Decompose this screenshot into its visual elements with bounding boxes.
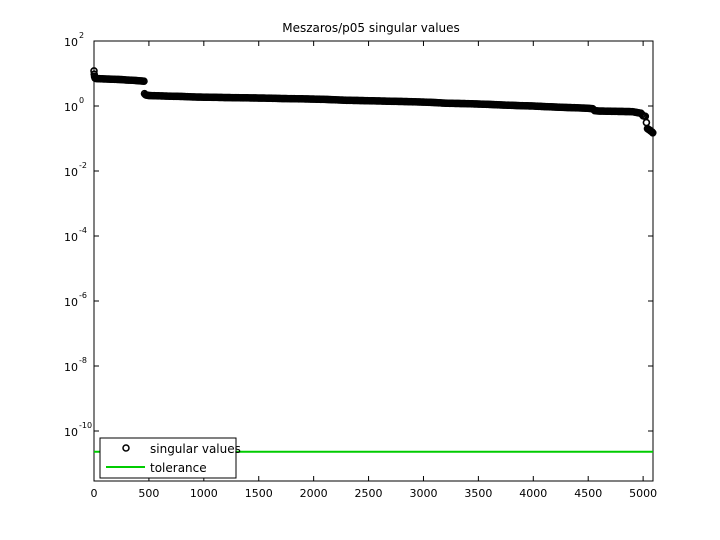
y-tick-label: 10	[64, 231, 78, 244]
x-tick-label: 4000	[519, 487, 547, 500]
y-tick-label: 10	[64, 426, 78, 439]
x-tick-label: 1000	[190, 487, 218, 500]
y-tick-label: 10	[64, 101, 78, 114]
legend-marker-singular-values	[122, 444, 130, 452]
y-tick-exponent: -6	[79, 291, 87, 300]
series-layer	[90, 67, 657, 453]
x-tick-label: 0	[91, 487, 98, 500]
y-tick-exponent: -4	[79, 226, 87, 235]
y-tick-exponent: -10	[79, 421, 92, 430]
singular-value-point	[140, 77, 148, 85]
x-tick-label: 500	[138, 487, 159, 500]
x-tick-label: 4500	[574, 487, 602, 500]
y-tick-label: 10	[64, 166, 78, 179]
y-tick-exponent: -2	[79, 161, 87, 170]
axis-ticks: 0 500 1000 1500 2000 2500 3000 3500 4000 4500 5000…	[64, 31, 657, 500]
x-tick-label: 3500	[464, 487, 492, 500]
x-tick-label: 1500	[245, 487, 273, 500]
singular-value-point	[642, 118, 651, 127]
y-tick-exponent: -8	[79, 356, 87, 365]
legend-label-singular-values: singular values	[150, 442, 241, 456]
legend-box	[99, 437, 237, 479]
chart-title: Meszaros/p05 singular values	[282, 21, 460, 35]
x-tick-label: 5000	[629, 487, 657, 500]
y-tick-label: 10	[64, 361, 78, 374]
x-tick-label: 2500	[355, 487, 383, 500]
legend-label-tolerance: tolerance	[150, 461, 207, 475]
y-tick-label: 10	[64, 36, 78, 49]
legend: singular values tolerance	[99, 437, 241, 479]
x-tick-label: 3000	[409, 487, 437, 500]
x-tick-label: 2000	[300, 487, 328, 500]
plot-frame	[93, 40, 654, 482]
y-tick-label: 10	[64, 296, 78, 309]
y-tick-exponent: 0	[79, 96, 84, 105]
y-tick-exponent: 2	[79, 31, 84, 40]
singular-value-point	[648, 128, 657, 137]
